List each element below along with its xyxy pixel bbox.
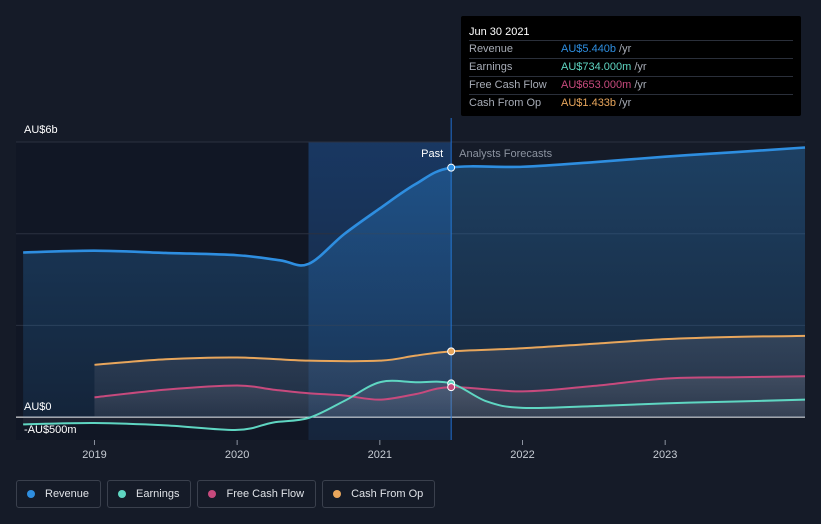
tooltip-value: AU$1.433b [561,97,617,109]
x-axis-tick-label: 2020 [225,449,249,461]
legend-dot-icon [118,490,127,498]
tooltip-row-free-cash-flow: Free Cash Flow AU$653.000m /yr [469,76,793,94]
tooltip-unit: /yr [619,97,632,109]
tooltip-label: Cash From Op [469,97,542,109]
point-marker-cash_from_op [447,347,456,356]
tooltip-label: Revenue [469,43,514,55]
legend-item-free-cash-flow[interactable]: Free Cash Flow [197,480,317,508]
point-marker-revenue [447,163,456,172]
legend-item-earnings[interactable]: Earnings [107,480,192,508]
x-axis-tick-label: 2021 [368,449,392,461]
legend-label: Cash From Op [351,488,424,500]
legend-dot-icon [333,490,342,498]
series-line-earnings [23,379,806,431]
x-axis-tick-label: 2022 [510,449,534,461]
legend-label: Earnings [136,488,180,500]
point-marker-free_cash_flow [447,383,456,392]
tooltip-value: AU$5.440b [561,43,617,55]
legend-dot-icon [208,490,217,498]
y-axis-tick-label: AU$0 [24,401,52,413]
tooltip-value: AU$734.000m [561,61,632,73]
legend-label: Free Cash Flow [226,488,305,500]
series-line-free_cash_flow [94,375,806,401]
forecast-label: Analysts Forecasts [459,148,552,160]
legend-dot-icon [27,490,35,498]
chart-legend: Revenue Earnings Free Cash Flow Cash Fro… [16,480,436,508]
tooltip-label: Free Cash Flow [469,79,547,91]
past-label: Past [421,148,443,160]
tooltip-label: Earnings [469,61,513,73]
tooltip-row-cash-from-op: Cash From Op AU$1.433b /yr [469,94,793,112]
x-axis-tick-label: 2023 [653,449,677,461]
tooltip-unit: /yr [634,79,647,91]
series-line-revenue [23,146,806,267]
legend-item-revenue[interactable]: Revenue [16,480,102,508]
legend-label: Revenue [45,488,90,500]
tooltip-row-earnings: Earnings AU$734.000m /yr [469,58,793,76]
x-axis-tick-label: 2019 [82,449,106,461]
tooltip-date: Jun 30 2021 [469,26,530,38]
y-axis-tick-label: -AU$500m [24,424,77,436]
tooltip-value: AU$653.000m [561,79,632,91]
area-earnings [23,380,806,430]
series-line-cash_from_op [94,334,806,366]
y-axis-tick-label: AU$6b [24,124,58,136]
tooltip-row-revenue: Revenue AU$5.440b /yr [469,40,793,58]
tooltip-unit: /yr [619,43,632,55]
legend-item-cash-from-op[interactable]: Cash From Op [322,480,436,508]
tooltip-unit: /yr [634,61,647,73]
data-tooltip: Jun 30 2021 Revenue AU$5.440b /yr Earnin… [461,16,801,116]
